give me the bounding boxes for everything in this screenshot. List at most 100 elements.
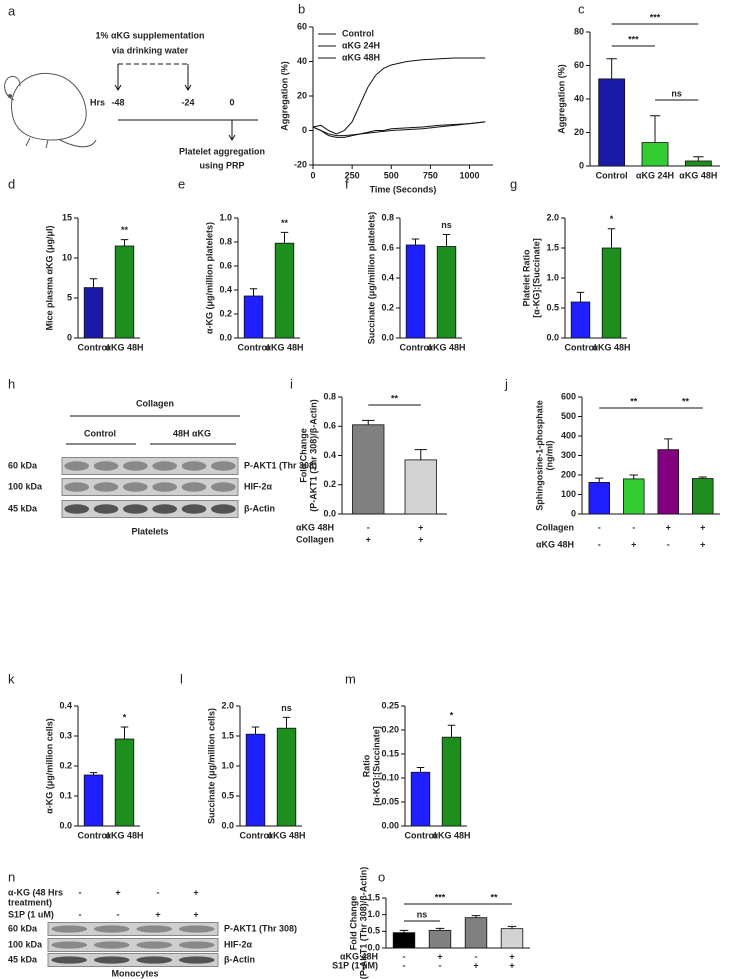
time-label: -24 — [181, 97, 194, 107]
y-tick-label: 1.5 — [546, 242, 559, 252]
blot-band — [93, 461, 119, 471]
error-bar — [120, 726, 129, 739]
y-tick-label: 0 — [302, 125, 307, 135]
x-tick-label: Control — [596, 170, 628, 180]
blot-band — [178, 956, 215, 964]
bar — [404, 459, 437, 515]
mouse-illustration — [4, 72, 97, 149]
sign: - — [157, 887, 160, 897]
y-tick-label: 0.6 — [323, 421, 336, 431]
arrow-head — [184, 84, 192, 91]
blot-band — [181, 482, 207, 492]
outcome-text: using PRP — [199, 160, 244, 170]
y-tick-label: 40 — [297, 56, 307, 66]
y-tick-label: -20 — [294, 159, 307, 169]
y-tick-label: 1.0 — [546, 272, 559, 282]
error-bar — [282, 716, 291, 729]
series-line — [312, 57, 486, 135]
y-tick-label: 0.2 — [219, 308, 232, 318]
sign: + — [509, 960, 514, 970]
error-bar — [361, 419, 375, 425]
significance-label: * — [450, 711, 454, 721]
y-tick-label: 0.4 — [59, 700, 72, 710]
x-tick-label: αKG 48H — [679, 170, 717, 180]
error-bar — [698, 476, 707, 479]
blot-membrane — [47, 938, 219, 952]
x-tick-label: αKG 48H — [267, 830, 305, 840]
blot-membrane — [47, 953, 219, 967]
sign: + — [418, 522, 423, 532]
legend-label: αKG 24H — [342, 40, 380, 50]
y-axis-label: (ng/ml) — [544, 441, 554, 471]
sign: + — [473, 960, 478, 970]
bar — [588, 482, 611, 515]
y-tick-label: 1.0 — [221, 760, 234, 770]
error-bar — [399, 929, 409, 933]
sign: + — [115, 887, 120, 897]
x-tick-label: Control — [78, 342, 110, 352]
significance-label: *** — [435, 892, 446, 902]
panel-letter: b — [298, 1, 305, 16]
panel-letter: d — [8, 176, 15, 191]
bar — [657, 449, 680, 515]
bar — [692, 478, 714, 515]
treatment-label: Collagen — [136, 398, 174, 408]
x-tick-label: 750 — [423, 170, 438, 180]
x-tick-label: 500 — [384, 170, 399, 180]
sign: + — [700, 539, 705, 549]
axis-label: Hrs — [90, 97, 105, 107]
y-tick-label: 60 — [574, 60, 584, 70]
y-tick-label: 1.5 — [221, 730, 234, 740]
sign: - — [439, 960, 442, 970]
sign: - — [79, 909, 82, 919]
x-tick-label: 0 — [310, 170, 315, 180]
panel-letter: a — [8, 3, 16, 18]
bar — [243, 295, 264, 339]
y-axis-label: α-KG (μg/million cells) — [44, 718, 54, 814]
sign: - — [475, 951, 478, 961]
y-tick-label: 10 — [62, 252, 72, 262]
y-tick-label: 1.0 — [219, 212, 232, 222]
y-tick-label: 40 — [574, 93, 584, 103]
y-tick-label: 80 — [574, 26, 584, 36]
error-bar — [576, 291, 585, 302]
sign: + — [666, 522, 671, 532]
protein-label: β-Actin — [224, 954, 255, 964]
blot-band — [152, 482, 177, 492]
bar — [392, 932, 416, 949]
y-tick-label: 20 — [574, 127, 584, 137]
y-tick-label: 0.05 — [381, 796, 399, 806]
y-tick-label: 5 — [67, 292, 72, 302]
y-tick-label: 0.2 — [323, 479, 336, 489]
blot-band — [51, 941, 88, 949]
condition-label: α-KG (48 Hrs — [8, 887, 63, 897]
sign: + — [437, 951, 442, 961]
blot-band — [152, 504, 177, 514]
panel-letter: f — [345, 176, 349, 191]
outcome-text: Platelet aggregation — [179, 146, 265, 156]
significance-label: ** — [281, 218, 289, 228]
condition-label: S1P (1 uM) — [8, 909, 54, 919]
blot-band — [211, 482, 236, 492]
y-tick-label: 0 — [67, 332, 72, 342]
x-tick-label: Control — [78, 830, 110, 840]
sign: - — [598, 522, 601, 532]
bar — [441, 736, 462, 827]
panel-letter: j — [504, 376, 508, 391]
bar — [274, 242, 295, 339]
bar — [570, 301, 591, 339]
significance-label: *** — [650, 12, 661, 22]
condition-label: αKG 48H — [296, 522, 334, 532]
blot-band — [178, 941, 215, 949]
bar — [352, 424, 385, 515]
error-bar — [664, 438, 673, 450]
y-tick-label: 0.4 — [219, 284, 232, 294]
y-tick-label: 400 — [561, 430, 576, 440]
blot-band — [51, 956, 88, 964]
significance-label: ns — [417, 909, 428, 919]
bar — [436, 246, 457, 339]
sign: - — [367, 522, 370, 532]
y-axis-label: Sphingosine-1-phosphate — [534, 400, 544, 511]
cell-label: Monocytes — [111, 968, 158, 978]
